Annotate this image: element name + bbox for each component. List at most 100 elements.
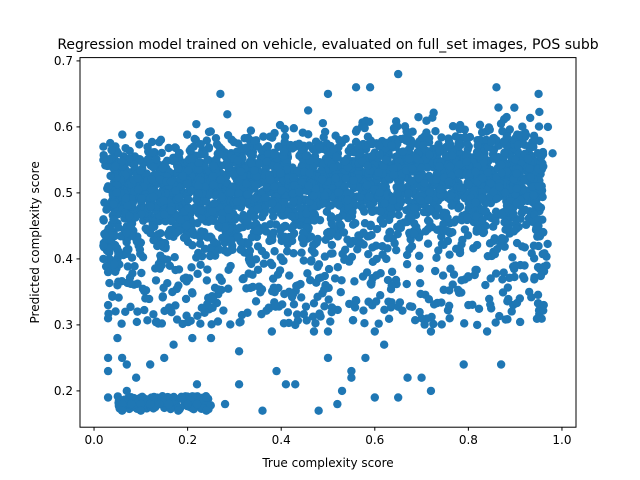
data-point	[136, 399, 146, 409]
data-point	[529, 191, 539, 200]
data-point	[446, 140, 455, 149]
data-point	[203, 265, 212, 274]
data-point	[500, 148, 509, 157]
data-point	[317, 174, 327, 184]
data-point	[518, 122, 527, 131]
data-point	[315, 142, 324, 152]
data-point	[105, 278, 114, 288]
data-point	[208, 295, 218, 304]
data-point	[470, 270, 479, 280]
data-point	[250, 136, 259, 146]
data-point	[103, 300, 113, 310]
data-point	[415, 278, 425, 288]
data-point	[414, 251, 424, 261]
data-point	[512, 184, 522, 193]
y-tick-label: 0.7	[54, 54, 73, 68]
data-point	[349, 176, 358, 185]
data-point	[365, 83, 375, 92]
data-point	[246, 150, 255, 159]
data-point	[386, 303, 396, 312]
data-point	[270, 247, 279, 256]
data-point	[209, 237, 219, 247]
data-point	[379, 162, 388, 171]
data-point	[160, 353, 169, 363]
data-point	[147, 175, 156, 184]
data-point	[408, 127, 417, 136]
data-point	[147, 137, 157, 147]
data-point	[351, 137, 361, 147]
data-point	[351, 83, 361, 92]
data-point	[426, 327, 436, 336]
data-point	[499, 137, 509, 146]
data-point	[262, 157, 272, 166]
data-point	[448, 280, 457, 289]
data-point	[359, 228, 368, 237]
data-point	[208, 207, 217, 216]
data-point	[492, 194, 502, 203]
x-axis-label: True complexity score	[261, 456, 393, 470]
x-tick-label: 0.2	[178, 433, 197, 447]
data-point	[535, 107, 544, 117]
data-point	[367, 151, 377, 161]
data-point	[341, 134, 350, 144]
data-point	[243, 190, 252, 199]
data-point	[320, 302, 329, 311]
data-point	[133, 185, 143, 194]
data-point	[487, 304, 496, 313]
data-point	[390, 126, 399, 135]
data-point	[323, 327, 333, 336]
data-point	[515, 131, 525, 140]
data-point	[121, 193, 130, 203]
data-point	[364, 249, 373, 259]
data-point	[99, 215, 108, 224]
data-point	[170, 252, 179, 262]
data-point	[103, 366, 113, 376]
data-point	[371, 297, 381, 306]
data-point	[303, 106, 313, 115]
data-point	[143, 316, 152, 325]
data-point	[106, 171, 115, 181]
data-point	[262, 306, 271, 315]
data-point	[162, 156, 172, 166]
data-point	[200, 182, 210, 191]
data-point	[502, 112, 511, 122]
data-point	[130, 262, 139, 271]
data-point	[515, 294, 525, 303]
data-point	[182, 221, 191, 231]
data-point	[311, 319, 320, 328]
data-point	[339, 228, 349, 237]
data-point	[217, 209, 227, 218]
data-point	[226, 320, 235, 329]
data-point	[341, 174, 351, 183]
data-point	[412, 153, 421, 163]
data-point	[174, 193, 184, 203]
data-point	[497, 233, 507, 243]
data-point	[445, 250, 454, 259]
data-point	[525, 164, 534, 173]
data-point	[398, 147, 408, 156]
data-point	[532, 314, 542, 323]
data-point	[122, 386, 131, 396]
data-point	[194, 158, 204, 167]
data-point	[529, 254, 539, 263]
data-point	[216, 175, 226, 184]
chart-title: Regression model trained on vehicle, eva…	[57, 37, 598, 53]
data-point	[534, 215, 543, 224]
y-tick-label: 0.3	[54, 318, 73, 332]
data-point	[223, 248, 232, 257]
data-point	[253, 265, 263, 274]
data-point	[438, 271, 448, 280]
data-point	[324, 295, 333, 304]
data-point	[123, 262, 133, 271]
data-point	[495, 311, 504, 321]
data-point	[346, 239, 355, 249]
data-point	[204, 190, 214, 200]
data-point	[281, 380, 291, 389]
data-point	[389, 164, 398, 173]
data-point	[350, 277, 359, 286]
data-point	[389, 170, 398, 180]
data-point	[451, 132, 460, 141]
data-point	[538, 192, 547, 202]
data-point	[534, 201, 543, 211]
